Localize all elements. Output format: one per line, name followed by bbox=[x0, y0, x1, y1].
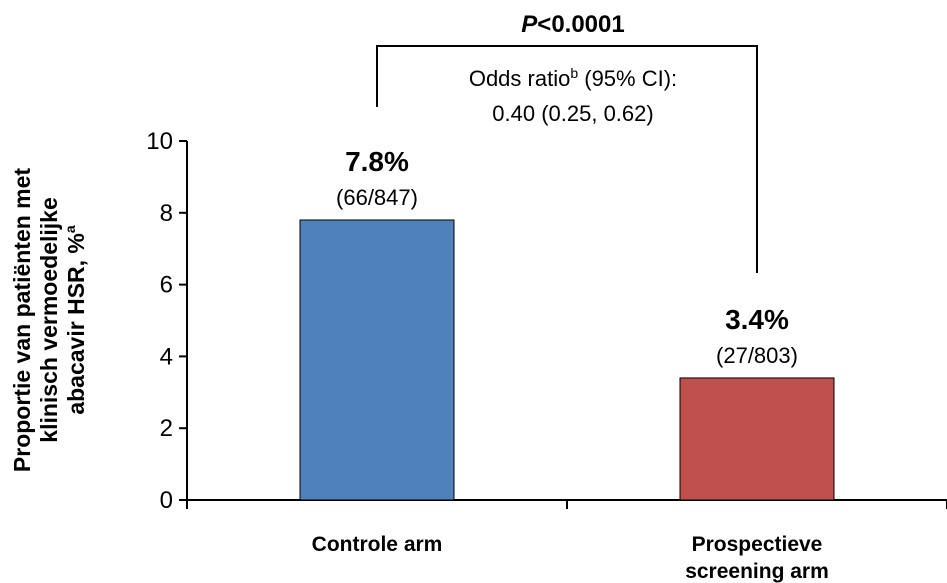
y-tick-label: 4 bbox=[160, 343, 173, 370]
y-axis-title-line: klinisch vermoedelijke bbox=[36, 197, 62, 442]
odds-ratio-values: 0.40 (0.25, 0.62) bbox=[492, 101, 653, 126]
bar bbox=[679, 377, 835, 501]
p-value-rest: <0.0001 bbox=[537, 11, 624, 38]
y-tick-label: 2 bbox=[160, 415, 173, 442]
bar-fraction-label: (66/847) bbox=[336, 185, 418, 210]
y-axis-title-line: Proportie van patiënten met bbox=[9, 168, 35, 473]
y-tick-label: 10 bbox=[146, 128, 173, 155]
y-tick-label: 0 bbox=[160, 487, 173, 514]
odds-ratio-label: Odds ratiob (95% CI): bbox=[469, 65, 677, 91]
bar-value-label: 7.8% bbox=[345, 146, 409, 177]
odds-ratio-text-after: (95% CI): bbox=[578, 66, 677, 91]
x-category-label: Controle arm bbox=[312, 533, 443, 556]
bar bbox=[299, 219, 455, 501]
significance-bracket bbox=[376, 45, 758, 273]
bars: 7.8% (66/847) Controle arm 3.4% (27/803) Pros… bbox=[299, 146, 835, 583]
bar-fraction-label: (27/803) bbox=[716, 343, 798, 368]
y-tick-label: 6 bbox=[160, 272, 173, 299]
y-axis-title-line: abacavir HSR, % bbox=[63, 233, 89, 415]
x-category-label: Prospectieve bbox=[692, 533, 823, 556]
bar-value-label: 3.4% bbox=[725, 304, 789, 335]
y-axis-title: Proportie van patiënten metklinisch verm… bbox=[9, 168, 89, 473]
y-axis-title-superscript: a bbox=[62, 225, 78, 233]
x-category-label: screening arm bbox=[685, 560, 829, 583]
odds-ratio-text: Odds ratio bbox=[469, 66, 571, 91]
odds-ratio-superscript: b bbox=[570, 65, 578, 81]
y-tick-label: 8 bbox=[160, 200, 173, 227]
p-value-italic: P bbox=[521, 11, 538, 38]
p-value-label: P<0.0001 bbox=[521, 11, 624, 38]
significance-annotation: P<0.0001 Odds ratiob (95% CI): 0.40 (0.2… bbox=[376, 11, 758, 273]
